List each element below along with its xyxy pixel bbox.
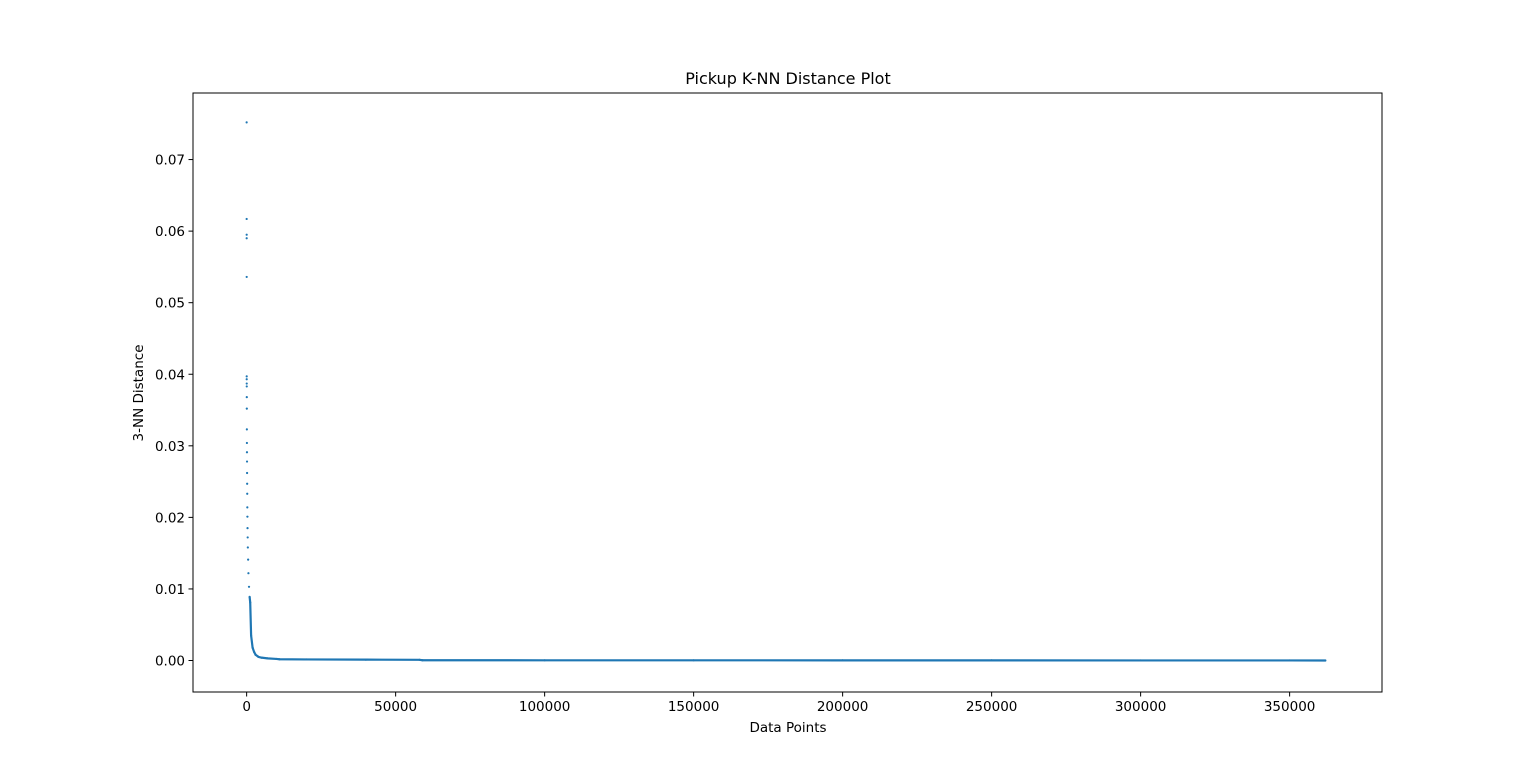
y-tick-label: 0.06: [155, 224, 185, 240]
x-tick-label: 200000: [817, 699, 869, 715]
scatter-point: [245, 237, 248, 240]
chart-title: Pickup K-NN Distance Plot: [685, 69, 891, 88]
scatter-point: [245, 382, 248, 385]
y-tick-label: 0.03: [155, 439, 185, 455]
scatter-point: [245, 275, 248, 279]
x-tick-label: 100000: [519, 699, 571, 715]
scatter-point: [246, 482, 249, 485]
scatter-point: [246, 546, 249, 549]
x-tick-label: 350000: [1264, 699, 1316, 715]
scatter-point: [245, 385, 248, 388]
x-axis-ticks: 0 50000 100000 150000 200000 250000 300000 3500…: [242, 692, 1315, 715]
scatter-point: [245, 428, 248, 431]
scatter-point: [245, 396, 248, 399]
scatter-point: [245, 121, 248, 124]
y-tick-label: 0.01: [155, 582, 185, 598]
scatter-point: [246, 506, 249, 509]
scatter-dense-run: [248, 596, 1326, 662]
x-tick-label: 300000: [1115, 699, 1167, 715]
x-axis-label: Data Points: [749, 720, 826, 736]
y-tick-label: 0.05: [155, 296, 185, 312]
scatter-point: [245, 460, 249, 463]
scatter-point: [247, 572, 250, 575]
x-tick-label: 0: [242, 699, 251, 715]
scatter-point: [245, 378, 248, 381]
scatter-point: [247, 558, 250, 561]
scatter-point: [246, 515, 249, 518]
scatter-point: [245, 407, 248, 410]
scatter-point: [245, 375, 248, 378]
scatter-point: [245, 217, 248, 221]
y-tick-label: 0.07: [155, 153, 185, 169]
y-tick-label: 0.04: [155, 367, 185, 383]
y-tick-label: 0.00: [155, 654, 185, 670]
scatter-point: [246, 492, 249, 495]
scatter-point: [245, 471, 249, 475]
x-tick-label: 250000: [966, 699, 1018, 715]
scatter-point: [246, 527, 249, 530]
scatter-point: [247, 585, 251, 588]
scatter-point: [246, 536, 249, 539]
x-tick-label: 50000: [374, 699, 417, 715]
scatter-marks: [245, 121, 1327, 662]
y-tick-label: 0.02: [155, 510, 185, 526]
scatter-point: [245, 233, 248, 236]
plot-area-frame: [192, 92, 1383, 693]
y-axis-ticks: 0.00 0.01 0.02 0.03 0.04 0.05 0.06 0.07: [155, 153, 193, 670]
y-axis-label: 3-NN Distance: [131, 345, 147, 442]
scatter-point: [245, 441, 249, 445]
scatter-point: [245, 451, 249, 454]
x-tick-label: 150000: [668, 699, 720, 715]
